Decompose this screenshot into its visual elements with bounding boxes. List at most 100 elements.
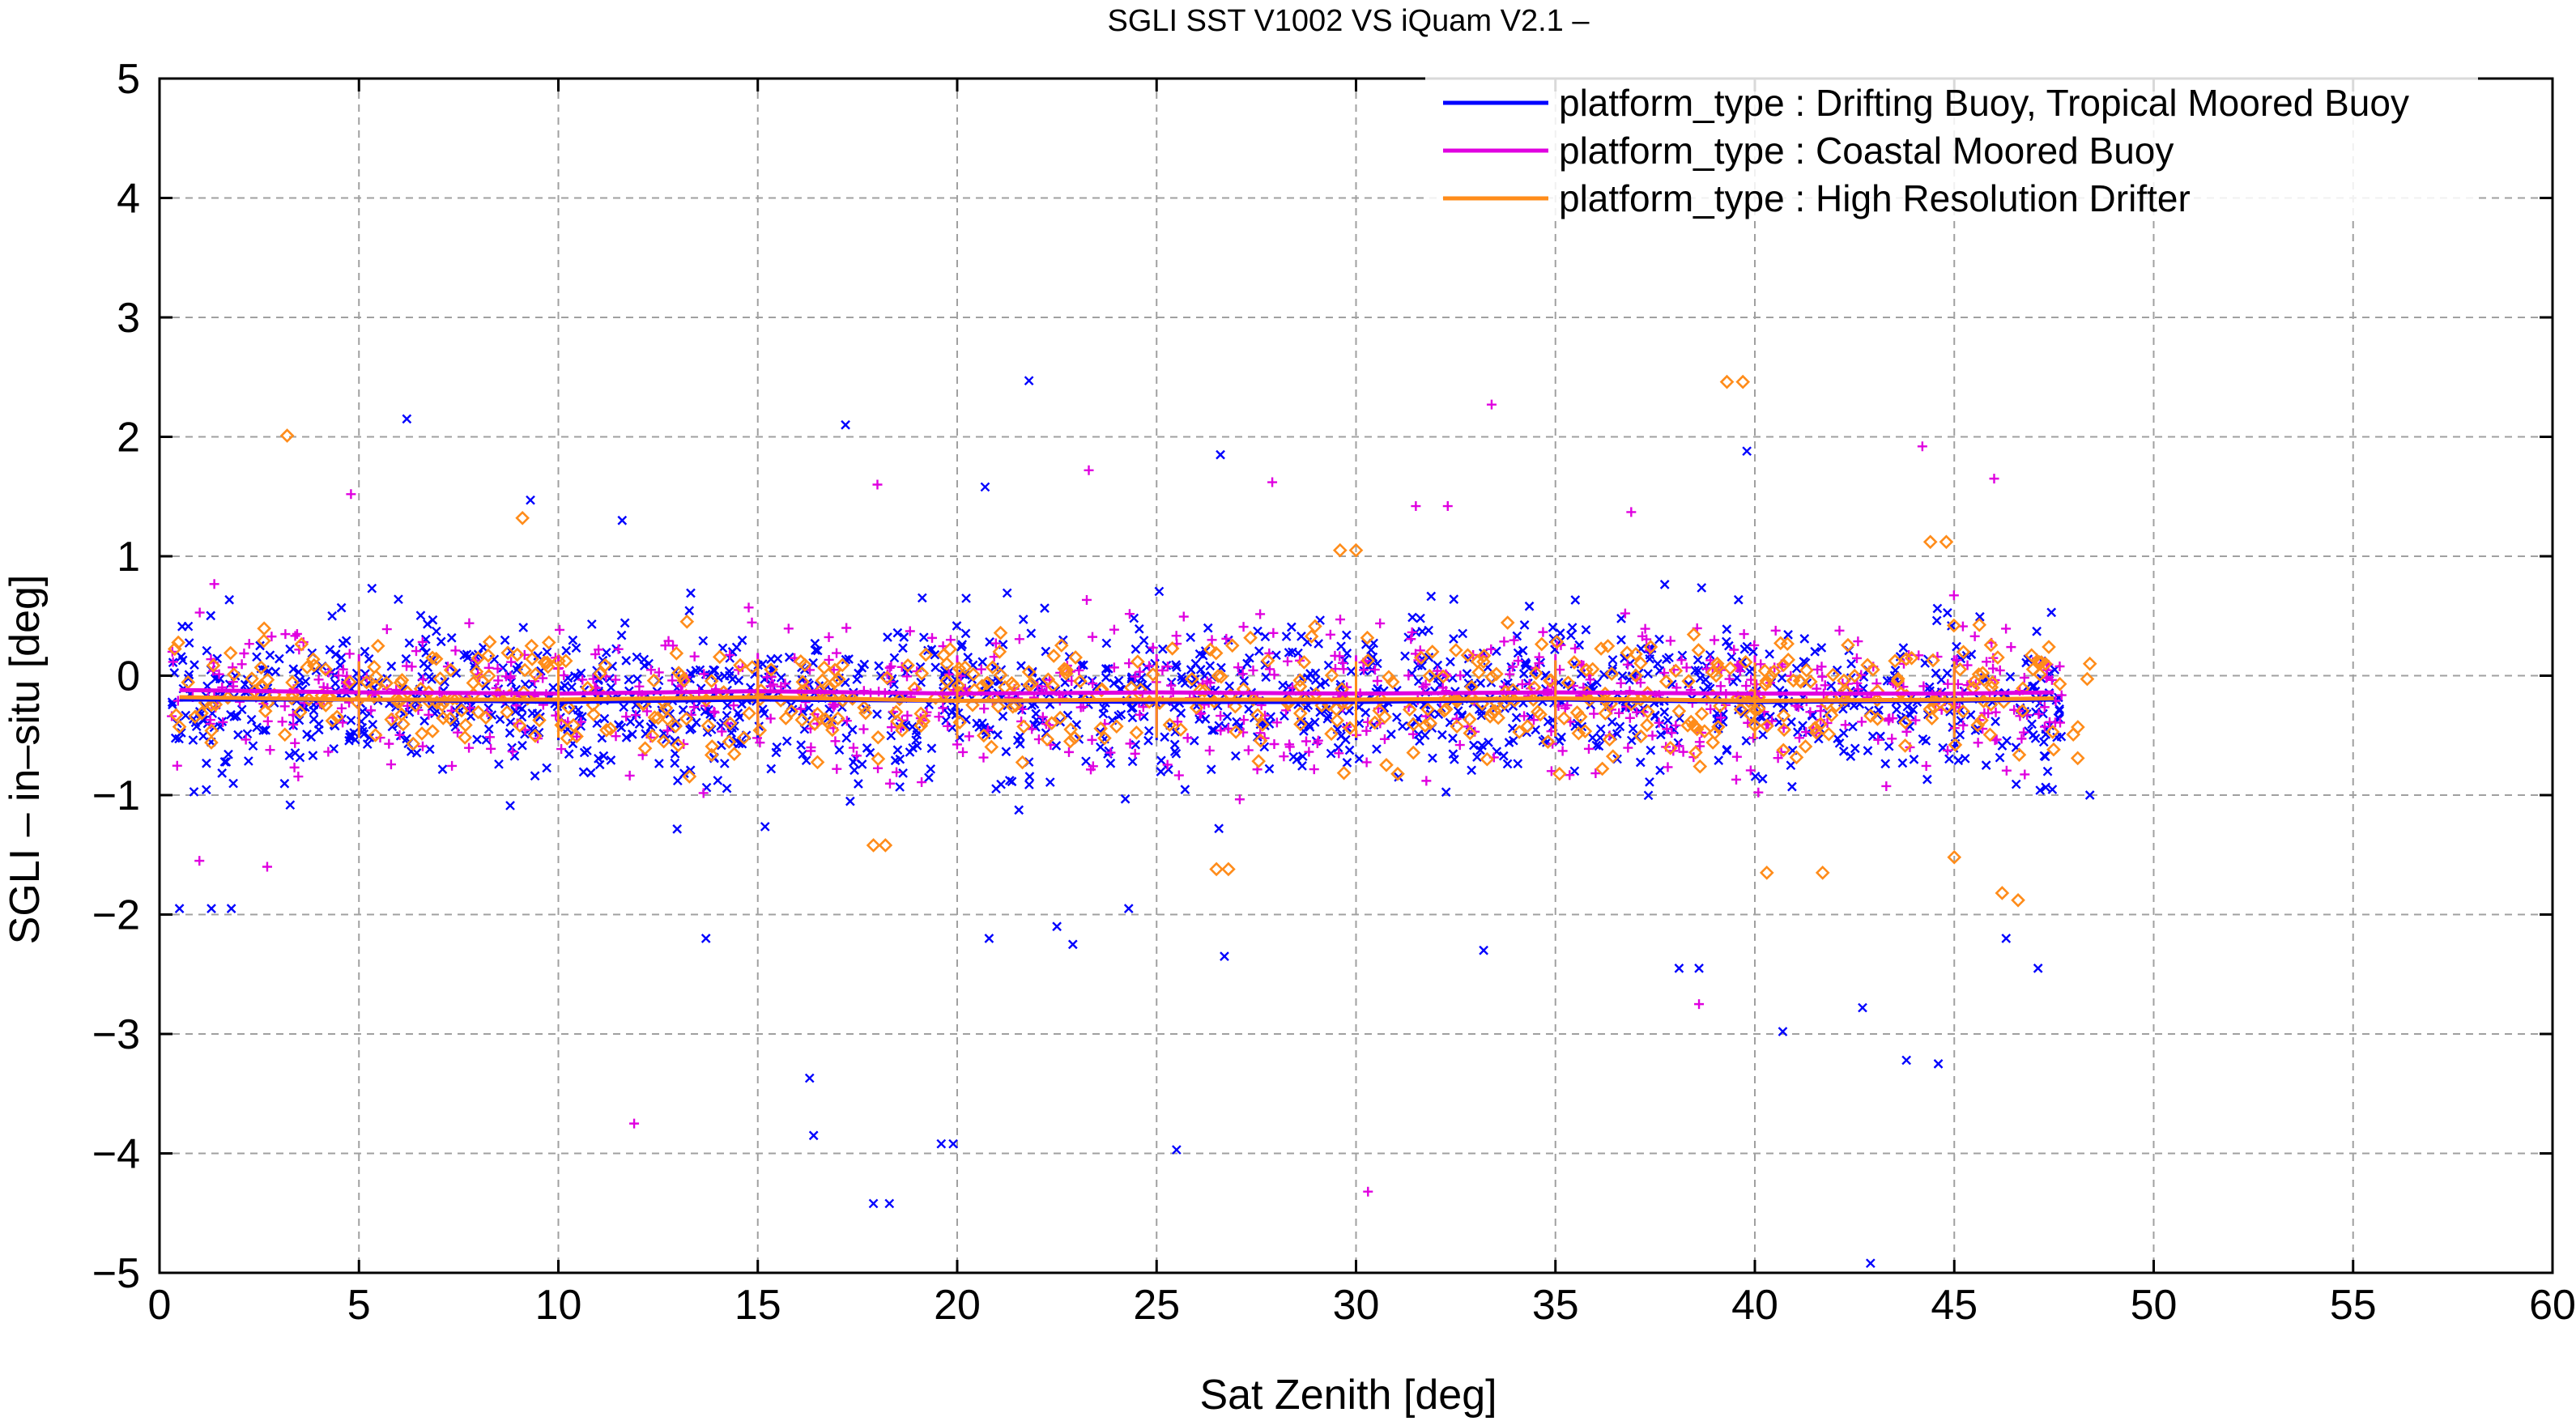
x-tick-label: 40	[1731, 1282, 1778, 1329]
data-point	[764, 662, 779, 677]
data-point	[408, 698, 423, 713]
data-point	[1004, 675, 1020, 691]
data-point	[1942, 668, 1952, 679]
data-point	[885, 676, 896, 687]
data-point	[784, 652, 794, 662]
data-point	[1234, 794, 1245, 805]
data-point	[451, 668, 462, 679]
data-point	[1859, 683, 1868, 694]
data-point	[686, 588, 696, 598]
data-point	[1104, 746, 1114, 756]
data-point	[1569, 766, 1580, 776]
data-point	[1130, 644, 1141, 654]
data-point	[1063, 747, 1074, 757]
data-point	[1756, 659, 1766, 670]
data-point	[858, 724, 869, 734]
data-point	[709, 708, 720, 718]
data-point	[1477, 706, 1487, 717]
data-point	[479, 710, 493, 725]
data-point	[704, 747, 719, 763]
data-point	[1081, 594, 1092, 605]
data-point	[722, 734, 737, 749]
data-point	[1661, 654, 1671, 665]
x-tick-label: 15	[734, 1282, 781, 1329]
data-point	[507, 747, 517, 757]
data-point	[1943, 745, 1953, 755]
data-point	[1655, 765, 1665, 776]
data-point	[689, 651, 700, 662]
data-point	[1738, 654, 1753, 670]
data-point	[1716, 713, 1727, 723]
data-point	[427, 702, 437, 712]
data-point	[1109, 662, 1119, 673]
data-point	[1884, 741, 1894, 751]
data-point	[1224, 638, 1240, 653]
data-point	[194, 607, 205, 618]
data-point	[252, 652, 262, 662]
data-point	[1786, 717, 1796, 727]
data-point	[1962, 660, 1973, 670]
data-point	[194, 706, 209, 721]
data-point	[2015, 704, 2030, 719]
data-point	[1870, 712, 1885, 726]
data-point	[306, 652, 321, 667]
outlier-point	[980, 482, 990, 492]
data-point	[1627, 702, 1637, 713]
data-point	[1616, 614, 1626, 623]
data-point	[1001, 747, 1011, 757]
outlier-point	[2082, 656, 2097, 671]
data-point	[437, 764, 448, 774]
data-point	[1970, 725, 1981, 735]
data-point	[1498, 751, 1509, 761]
data-point	[1340, 734, 1351, 745]
data-point	[1850, 743, 1860, 754]
outlier-point	[1067, 939, 1078, 950]
data-point	[1616, 678, 1626, 688]
data-point	[747, 617, 757, 628]
data-point	[1024, 772, 1035, 781]
data-point	[1837, 691, 1853, 707]
legend-label-drifting-buoy: platform_type : Drifting Buoy, Tropical …	[1559, 82, 2409, 124]
data-point	[1422, 668, 1437, 683]
data-point	[620, 618, 630, 628]
data-point	[1406, 745, 1421, 760]
data-point	[704, 674, 719, 688]
data-point	[1528, 715, 1539, 725]
data-point	[1658, 674, 1674, 689]
data-point	[625, 717, 636, 727]
data-point	[1418, 682, 1429, 692]
data-point	[815, 673, 830, 688]
data-point	[733, 708, 743, 718]
data-point	[645, 728, 660, 743]
data-point	[1180, 785, 1190, 794]
data-point	[1160, 732, 1170, 742]
data-point	[1224, 681, 1235, 691]
data-point	[989, 652, 999, 662]
outlier-point	[1778, 1027, 1788, 1036]
data-point	[1614, 708, 1624, 718]
data-point	[1105, 747, 1116, 758]
data-point	[2054, 662, 2065, 672]
data-point	[2019, 673, 2029, 683]
legend-entry-high-resolution-drifter: platform_type : High Resolution Drifter	[1443, 177, 2191, 219]
data-point	[1813, 717, 1829, 732]
data-point	[1887, 734, 1897, 744]
outlier-point	[1989, 474, 1999, 484]
data-point	[662, 725, 673, 736]
data-point	[1759, 674, 1774, 688]
data-point	[884, 778, 895, 789]
data-point	[1534, 658, 1544, 669]
data-point	[1520, 719, 1535, 734]
data-point	[482, 634, 497, 649]
data-point	[1524, 601, 1535, 611]
y-axis-label: SGLI – in–situ [deg]	[2, 575, 49, 945]
data-point	[1722, 624, 1732, 634]
data-point	[1421, 776, 1432, 786]
data-point	[930, 662, 941, 673]
data-point	[1279, 711, 1289, 721]
data-point	[1538, 627, 1548, 637]
data-point	[500, 704, 515, 720]
data-point	[506, 657, 517, 667]
data-point	[1739, 644, 1750, 654]
outlier-point	[617, 515, 628, 525]
